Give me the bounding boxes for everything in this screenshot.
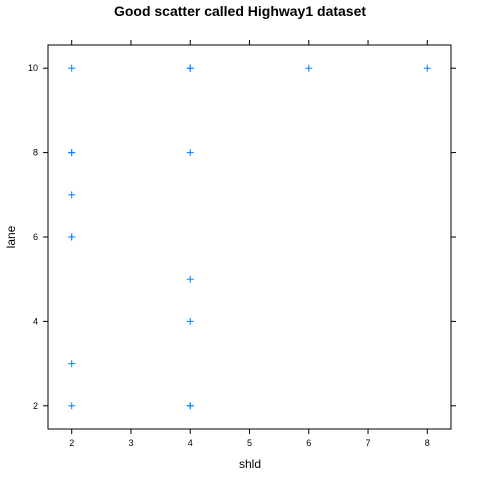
- y-tick-label: 8: [33, 148, 38, 158]
- data-point: [68, 233, 76, 241]
- data-point: [186, 64, 194, 72]
- data-point: [68, 191, 76, 199]
- data-point: [423, 64, 431, 72]
- y-tick-label: 6: [33, 232, 38, 242]
- data-point: [68, 149, 76, 157]
- data-point: [186, 317, 194, 325]
- x-axis-label: shld: [239, 457, 261, 471]
- y-axis-label: lane: [4, 225, 18, 248]
- x-tick-label: 2: [69, 438, 74, 448]
- axis-ticks: 2 3 4 5 6 7 8 2 4 6 8 10: [28, 40, 456, 448]
- data-point: [186, 275, 194, 283]
- data-point: [68, 64, 76, 72]
- y-tick-label: 10: [28, 63, 38, 73]
- data-point: [186, 402, 194, 410]
- data-point: [68, 402, 76, 410]
- data-point: [305, 64, 313, 72]
- plot-frame: [47, 44, 452, 430]
- y-tick-label: 4: [33, 316, 38, 326]
- x-tick-label: 5: [247, 438, 252, 448]
- x-tick-label: 6: [306, 438, 311, 448]
- y-tick-label: 2: [33, 401, 38, 411]
- x-tick-label: 3: [128, 438, 133, 448]
- x-tick-label: 8: [425, 438, 430, 448]
- data-point: [186, 149, 194, 157]
- x-tick-label: 7: [366, 438, 371, 448]
- data-point: [68, 360, 76, 368]
- chart-title: Good scatter called Highway1 dataset: [114, 3, 366, 19]
- data-points: [68, 64, 431, 410]
- x-tick-label: 4: [188, 438, 193, 448]
